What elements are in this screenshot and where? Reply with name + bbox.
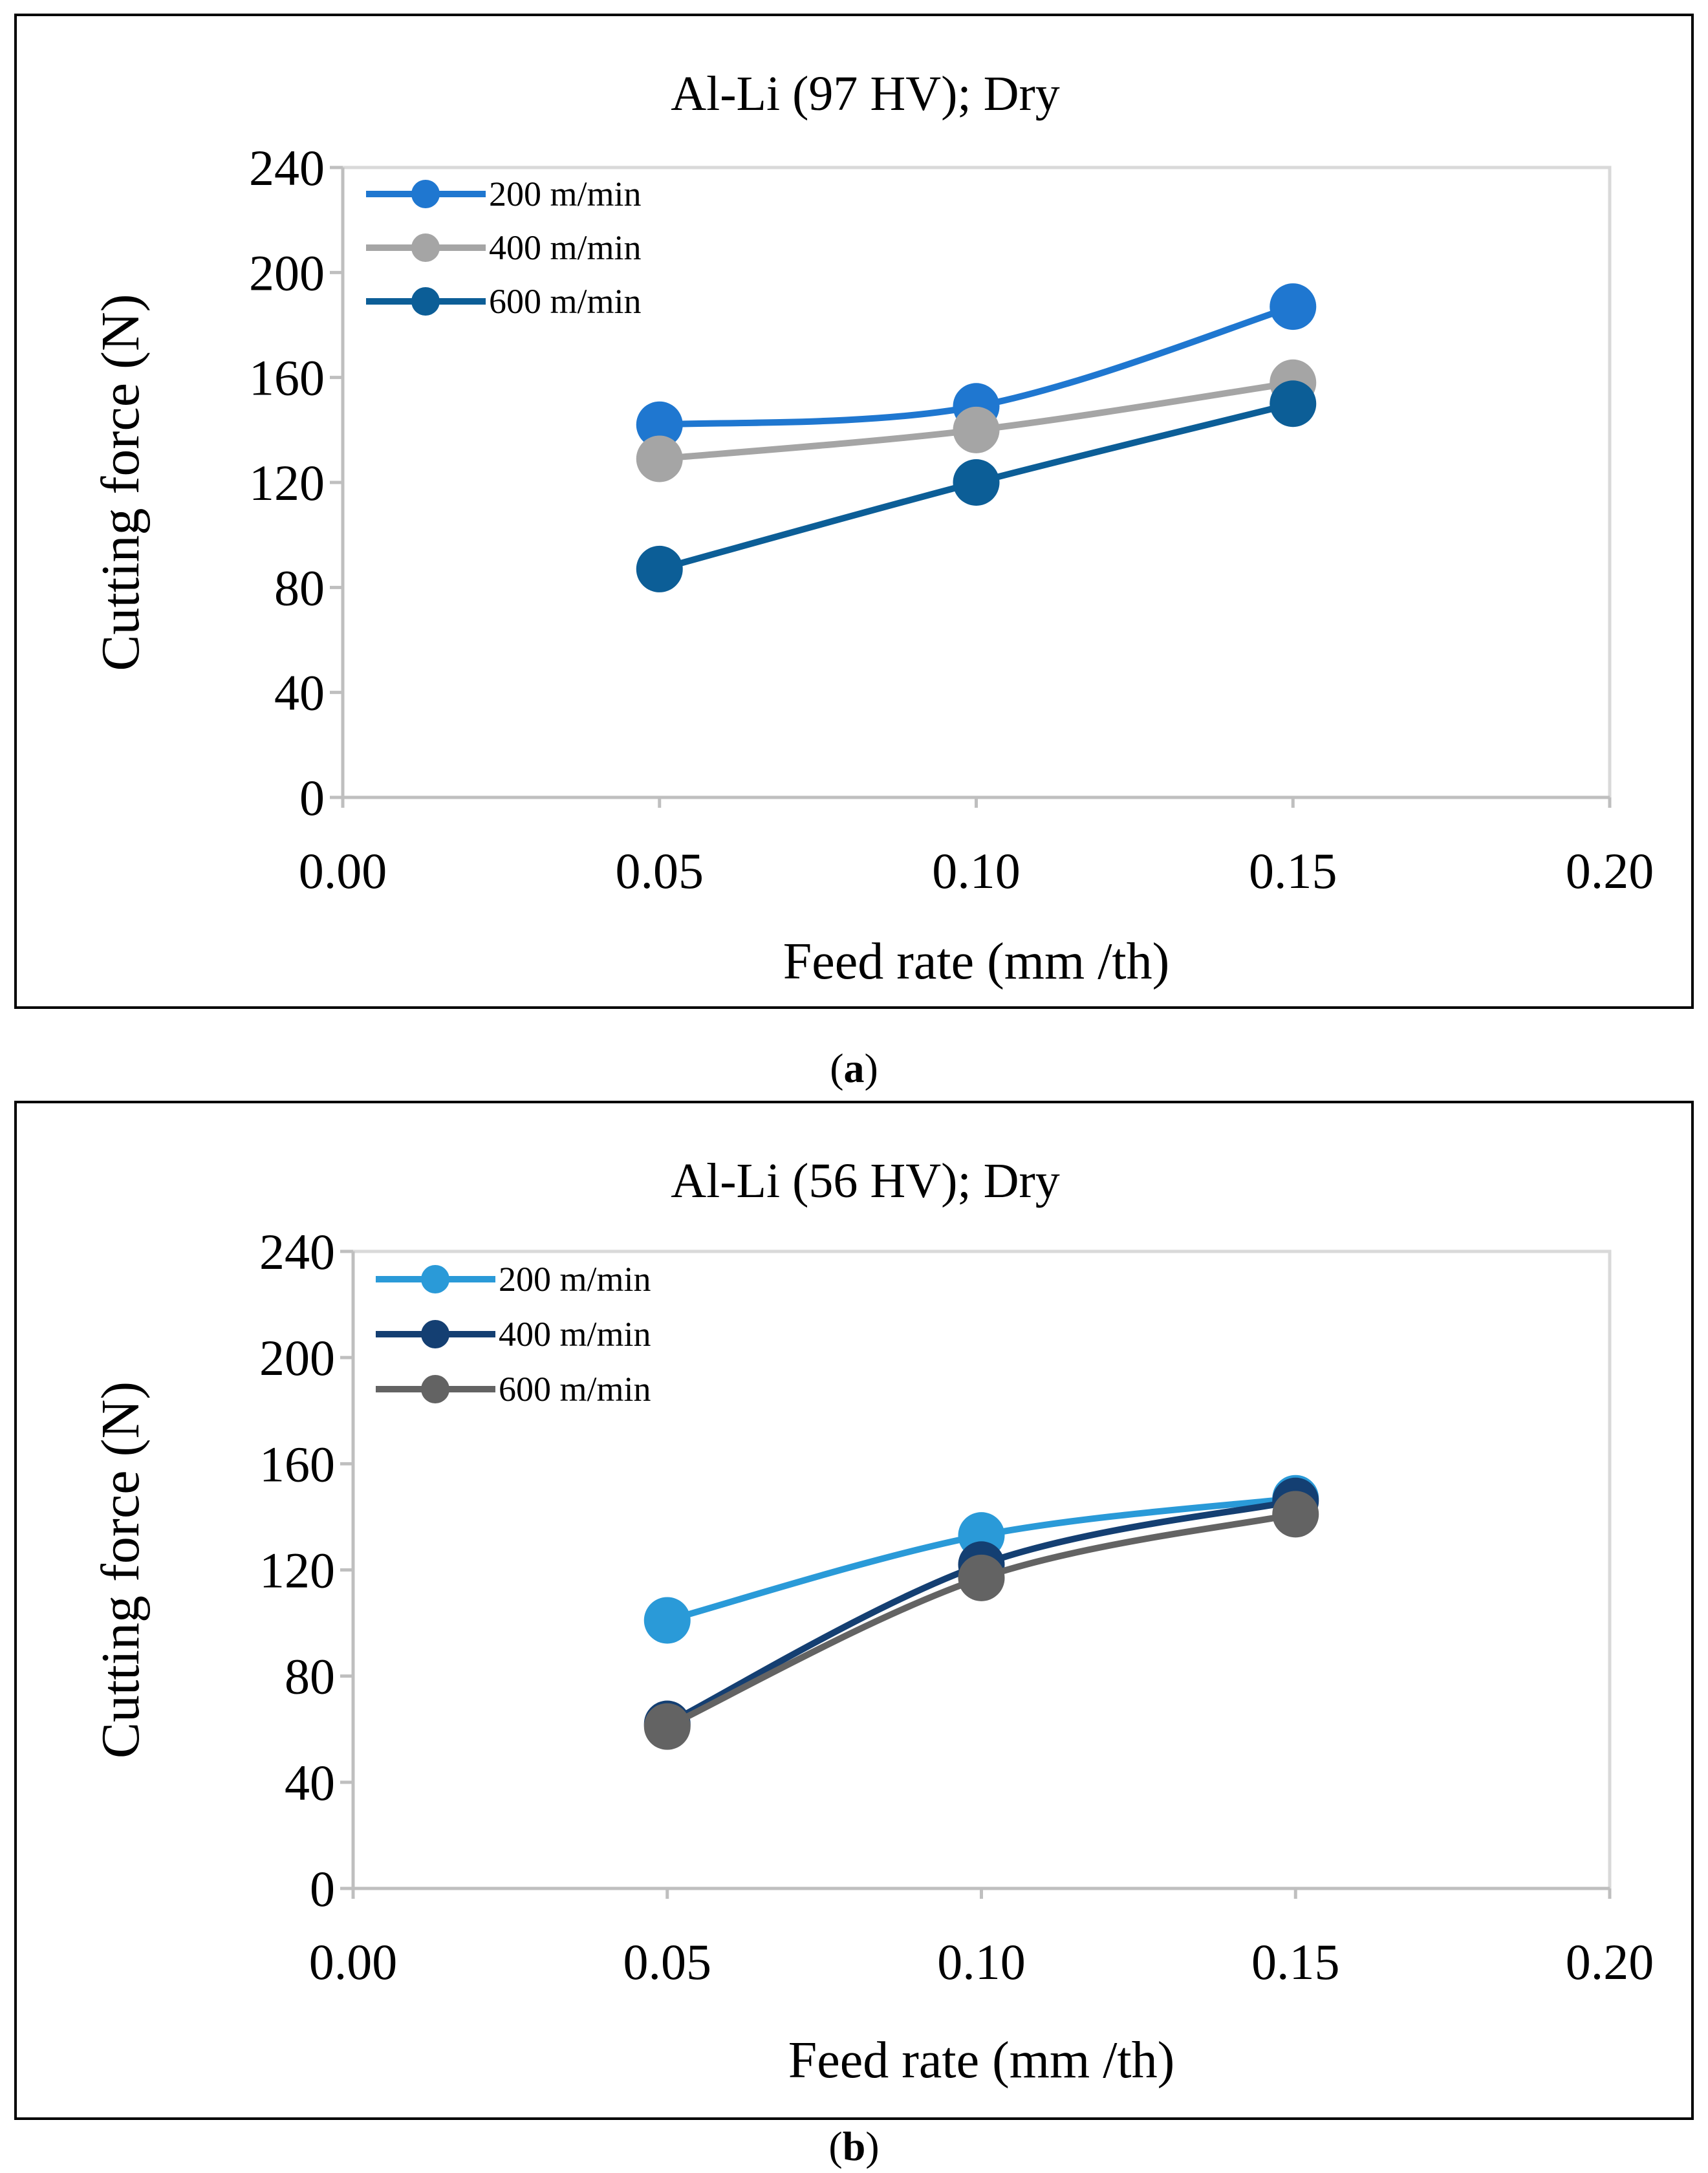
chart-b-legend-label: 400 m/min: [499, 1315, 651, 1354]
chart-a-data-point: [636, 435, 683, 482]
chart-b-title: Al-Li (56 HV); Dry: [671, 1154, 1060, 1208]
chart-a-legend-label: 600 m/min: [489, 282, 642, 321]
chart-panel-b: Al-Li (56 HV); Dry 0 40 80 120 160 200 240 0.00 0…: [14, 1101, 1694, 2120]
chart-b-data-point: [958, 1554, 1005, 1601]
chart-a-y-axis-label: Cutting force (N): [91, 294, 151, 671]
chart-b-x-tick-label: 0.10: [937, 1934, 1026, 1990]
chart-panel-a: Al-Li (97 HV); Dry 0 40 80 120 160 200 240 0.00 0…: [14, 14, 1694, 1009]
chart-b-y-tick-label: 120: [259, 1542, 335, 1599]
chart-a-legend-marker: [411, 233, 440, 262]
chart-a-legend-marker: [411, 287, 440, 316]
chart-b-data-point: [643, 1597, 691, 1644]
chart-b-data-point: [643, 1703, 691, 1750]
chart-a-y-tick-label: 200: [249, 244, 325, 301]
caption-b-letter: b: [842, 2123, 866, 2169]
chart-a-y-tick-label: 160: [249, 350, 325, 406]
chart-b-data-point: [1272, 1491, 1319, 1538]
chart-a-data-point: [1270, 380, 1317, 427]
chart-a-data-point: [636, 401, 683, 448]
chart-b-y-tick-label: 240: [259, 1224, 335, 1280]
chart-a-x-tick-label: 0.05: [616, 843, 704, 899]
caption-b-open: (: [828, 2123, 843, 2169]
chart-b-x-tick-label: 0.20: [1566, 1934, 1654, 1990]
caption-a-close: ): [864, 1045, 878, 1091]
chart-a-data-point: [1270, 283, 1317, 330]
chart-a-x-tick-label: 0.15: [1249, 843, 1337, 899]
chart-b-y-tick-label: 200: [259, 1330, 335, 1386]
chart-a-y-tick-label: 120: [249, 455, 325, 511]
chart-b-legend-marker: [421, 1265, 449, 1293]
caption-a-open: (: [830, 1045, 844, 1091]
chart-a-x-axis-label: Feed rate (mm /th): [783, 933, 1170, 990]
chart-b-y-tick-label: 160: [259, 1436, 335, 1492]
chart-b-svg: Al-Li (56 HV); Dry 0 40 80 120 160 200 240 0.00 0…: [91, 1154, 1654, 2089]
chart-a-data-point: [636, 545, 683, 592]
chart-b-y-axis-label: Cutting force (N): [91, 1381, 151, 1758]
chart-b-legend-marker: [421, 1320, 449, 1348]
chart-b-y-tick-label: 0: [310, 1861, 335, 1917]
chart-a-svg: Al-Li (97 HV); Dry 0 40 80 120 160 200 240 0.00 0…: [91, 67, 1654, 990]
chart-b-x-axis-label: Feed rate (mm /th): [788, 2032, 1175, 2089]
chart-b-legend-label: 200 m/min: [499, 1260, 651, 1299]
chart-b-legend-marker: [421, 1375, 449, 1403]
chart-a-x-tick-label: 0.00: [299, 843, 387, 899]
caption-a-letter: a: [843, 1045, 865, 1091]
chart-a-x-tick-label: 0.20: [1566, 843, 1654, 899]
chart-a-data-point: [953, 406, 1000, 453]
chart-a-y-tick-label: 80: [274, 559, 325, 616]
chart-a-y-tick-label: 40: [274, 665, 325, 721]
chart-a-legend-label: 200 m/min: [489, 175, 642, 213]
chart-a-y-tick-label: 240: [249, 140, 325, 196]
chart-b-x-tick-label: 0.15: [1251, 1934, 1340, 1990]
caption-b: (b): [0, 2123, 1708, 2170]
caption-b-close: ): [865, 2123, 880, 2169]
chart-b-x-tick-label: 0.05: [623, 1934, 712, 1990]
chart-a-title: Al-Li (97 HV); Dry: [671, 67, 1060, 121]
chart-a-x-tick-label: 0.10: [932, 843, 1021, 899]
chart-b-y-tick-label: 40: [285, 1755, 335, 1811]
chart-b-y-tick-label: 80: [285, 1649, 335, 1705]
chart-a-y-tick-label: 0: [299, 770, 325, 826]
chart-b-x-tick-label: 0.00: [309, 1934, 398, 1990]
chart-a-legend-label: 400 m/min: [489, 228, 642, 267]
chart-a-data-point: [953, 459, 1000, 506]
chart-b-legend-label: 600 m/min: [499, 1370, 651, 1409]
caption-a: (a): [0, 1044, 1708, 1092]
chart-a-legend-marker: [411, 180, 440, 208]
